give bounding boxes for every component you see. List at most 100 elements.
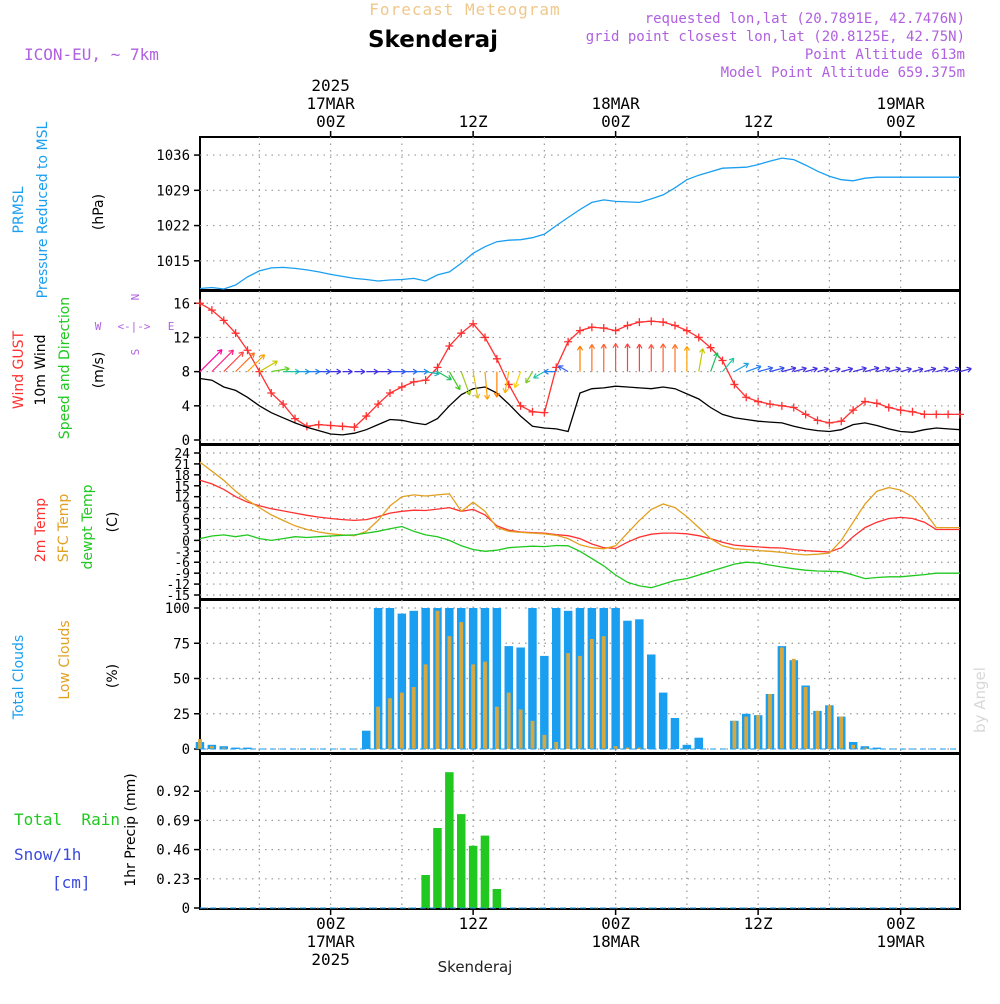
panels: 10151022102910360481216-15-12-9-6-303691… <box>156 137 971 917</box>
bar-2 <box>566 653 570 749</box>
ytick-label: 0.46 <box>156 843 190 859</box>
bar-1 <box>493 889 502 908</box>
time-label-bottom: 19MAR <box>877 932 926 951</box>
rain-label: Total Rain <box>14 810 120 829</box>
compass-arrow: <-|-> <box>117 320 150 333</box>
ytick-label: 1015 <box>156 254 190 270</box>
wind-arrow <box>200 350 222 372</box>
ytick-label: 1022 <box>156 219 190 235</box>
prmsl-label: PRMSL <box>11 186 27 233</box>
bar-1 <box>481 836 490 908</box>
gust-marker <box>683 327 691 335</box>
bar-2 <box>471 664 475 749</box>
bar-1 <box>362 731 371 749</box>
gust-marker <box>814 416 822 424</box>
gust-marker <box>909 408 917 416</box>
pressure-label: Pressure Reduced to MSL <box>35 121 51 298</box>
ytick-label: 0 <box>182 742 190 758</box>
series-line-2 <box>200 462 960 555</box>
time-label-top: 00Z <box>886 112 915 131</box>
compass-w: W <box>95 320 102 333</box>
bar-1 <box>611 608 620 749</box>
gust-marker <box>327 421 335 429</box>
time-label-bottom: 17MAR <box>307 932 356 951</box>
bar-1 <box>433 828 442 908</box>
gust-marker <box>897 406 905 414</box>
bar-2 <box>744 717 748 749</box>
ytick-label: 24 <box>174 447 190 462</box>
gust-marker <box>944 410 952 418</box>
ytick-label: 4 <box>182 399 190 415</box>
gust-marker <box>398 383 406 391</box>
hpa-unit: (hPa) <box>91 194 107 230</box>
bar-1 <box>635 619 644 749</box>
bar-2 <box>816 711 820 749</box>
gust-marker <box>540 409 548 417</box>
gust-marker <box>635 318 643 326</box>
bar-2 <box>756 715 760 749</box>
ytick-label: 0.92 <box>156 784 190 800</box>
model-altitude: Model Point Altitude 659.375m <box>721 65 965 81</box>
gust-marker <box>624 321 632 329</box>
ytick-label: 0 <box>182 901 190 917</box>
ytick-label: 100 <box>165 601 190 617</box>
time-label-top: 2025 <box>311 76 350 95</box>
ms-unit: (m/s) <box>91 352 107 389</box>
bar-2 <box>198 739 202 749</box>
gust-label: Wind GUST <box>11 330 27 409</box>
gust-marker <box>754 398 762 406</box>
time-label-bottom: 12Z <box>744 914 773 933</box>
bar-2 <box>495 707 499 749</box>
time-label-bottom: 18MAR <box>592 932 641 951</box>
grid <box>200 137 960 290</box>
gust-marker <box>244 346 252 354</box>
time-label-top: 18MAR <box>592 94 641 113</box>
gust-marker <box>659 318 667 326</box>
bar-1 <box>457 814 466 908</box>
bar-2 <box>780 648 784 750</box>
bar-1 <box>671 718 680 749</box>
time-axis-top: 202517MAR00Z12Z18MAR00Z12Z19MAR00Z12Z <box>307 76 1000 137</box>
panel-frame <box>200 445 960 599</box>
compass-s: S <box>129 349 142 356</box>
time-label-bottom: 00Z <box>316 914 345 933</box>
time-label-bottom: 12Z <box>459 914 488 933</box>
gust-marker <box>873 399 881 407</box>
gust-marker <box>861 398 869 406</box>
wind-arrow <box>236 353 255 372</box>
ytick-label: 8 <box>182 365 190 381</box>
total-clouds-label: Total Clouds <box>11 635 27 720</box>
gust-marker <box>493 355 501 363</box>
bar-2 <box>839 717 843 749</box>
gust-marker <box>315 421 323 429</box>
gust-marker <box>339 422 347 430</box>
point-altitude: Point Altitude 613m <box>805 47 965 63</box>
ytick-label: 25 <box>173 707 190 723</box>
model-name: ICON-EU, ~ 7km <box>24 45 159 64</box>
bottom-location: Skenderaj <box>438 958 513 976</box>
low-clouds-label: Low Clouds <box>57 620 73 699</box>
wind-arrow <box>485 372 487 400</box>
gust-marker <box>885 404 893 412</box>
bar-2 <box>388 698 392 749</box>
time-label-top: 17MAR <box>307 94 356 113</box>
wind-arrow <box>224 352 244 372</box>
gust-marker <box>825 419 833 427</box>
bar-2 <box>733 721 737 749</box>
wind-arrow <box>473 372 478 399</box>
bar-2 <box>792 659 796 749</box>
bar-1 <box>469 846 478 908</box>
wind-arrow <box>449 372 459 390</box>
sfc-label: SFC Temp <box>56 494 72 563</box>
bar-2 <box>804 687 808 749</box>
bar-2 <box>531 721 535 749</box>
panel-frame <box>200 754 960 909</box>
gridpoint-coords: grid point closest lon,lat (20.8125E, 42… <box>586 29 965 45</box>
bar-1 <box>647 655 656 750</box>
gust-marker <box>612 327 620 335</box>
panel-5: 00.230.460.690.92 <box>156 754 960 917</box>
ytick-label: 1036 <box>156 148 190 164</box>
precip-unit: 1hr Precip (mm) <box>123 773 139 886</box>
